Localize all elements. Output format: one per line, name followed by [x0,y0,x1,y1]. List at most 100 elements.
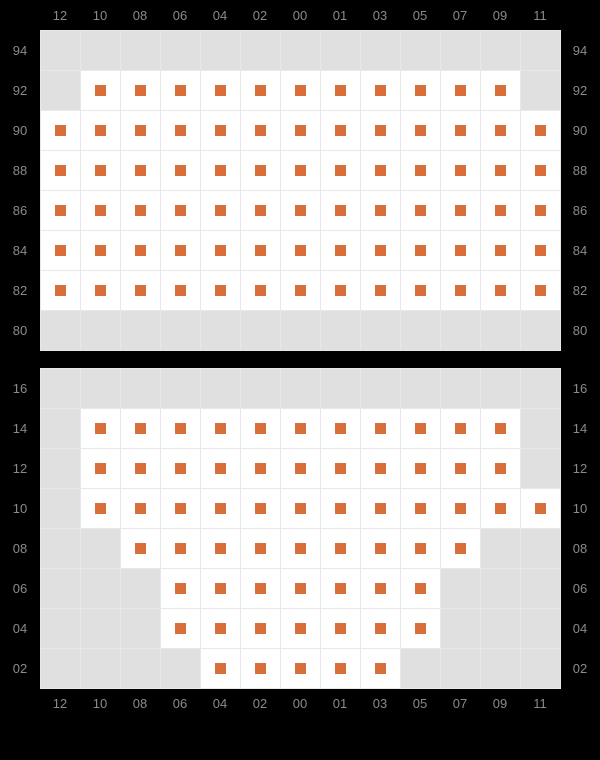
seat-cell[interactable] [240,608,281,649]
seat-cell[interactable] [520,110,561,151]
seat-cell[interactable] [240,648,281,689]
seat-cell[interactable] [400,190,441,231]
seat-cell[interactable] [400,608,441,649]
seat-cell[interactable] [440,230,481,271]
seat-cell[interactable] [400,568,441,609]
seat-cell[interactable] [120,448,161,489]
seat-cell[interactable] [360,528,401,569]
seat-cell[interactable] [280,270,321,311]
seat-cell[interactable] [200,150,241,191]
seat-cell[interactable] [160,70,201,111]
seat-cell[interactable] [120,230,161,271]
seat-cell[interactable] [320,408,361,449]
seat-cell[interactable] [240,448,281,489]
seat-cell[interactable] [200,608,241,649]
seat-cell[interactable] [120,270,161,311]
seat-cell[interactable] [440,110,481,151]
seat-cell[interactable] [40,230,81,271]
seat-cell[interactable] [240,528,281,569]
seat-cell[interactable] [400,230,441,271]
seat-cell[interactable] [40,270,81,311]
seat-cell[interactable] [280,608,321,649]
seat-cell[interactable] [400,528,441,569]
seat-cell[interactable] [280,568,321,609]
seat-cell[interactable] [80,190,121,231]
seat-cell[interactable] [240,408,281,449]
seat-cell[interactable] [80,270,121,311]
seat-cell[interactable] [360,270,401,311]
seat-cell[interactable] [320,648,361,689]
seat-cell[interactable] [200,528,241,569]
seat-cell[interactable] [80,230,121,271]
seat-cell[interactable] [400,150,441,191]
seat-cell[interactable] [200,488,241,529]
seat-cell[interactable] [160,488,201,529]
seat-cell[interactable] [200,568,241,609]
seat-cell[interactable] [120,408,161,449]
seat-cell[interactable] [480,230,521,271]
seat-cell[interactable] [480,488,521,529]
seat-cell[interactable] [400,408,441,449]
seat-cell[interactable] [480,110,521,151]
seat-cell[interactable] [480,190,521,231]
seat-cell[interactable] [280,408,321,449]
seat-cell[interactable] [360,648,401,689]
seat-cell[interactable] [480,70,521,111]
seat-cell[interactable] [520,190,561,231]
seat-cell[interactable] [440,528,481,569]
seat-cell[interactable] [160,110,201,151]
seat-cell[interactable] [480,150,521,191]
seat-cell[interactable] [80,448,121,489]
seat-cell[interactable] [160,190,201,231]
seat-cell[interactable] [240,110,281,151]
seat-cell[interactable] [80,110,121,151]
seat-cell[interactable] [240,70,281,111]
seat-cell[interactable] [80,150,121,191]
seat-cell[interactable] [160,408,201,449]
seat-cell[interactable] [360,110,401,151]
seat-cell[interactable] [200,110,241,151]
seat-cell[interactable] [160,270,201,311]
seat-cell[interactable] [440,448,481,489]
seat-cell[interactable] [240,150,281,191]
seat-cell[interactable] [480,270,521,311]
seat-cell[interactable] [80,70,121,111]
seat-cell[interactable] [160,230,201,271]
seat-cell[interactable] [360,608,401,649]
seat-cell[interactable] [520,488,561,529]
seat-cell[interactable] [320,110,361,151]
seat-cell[interactable] [280,70,321,111]
seat-cell[interactable] [200,270,241,311]
seat-cell[interactable] [200,70,241,111]
seat-cell[interactable] [160,150,201,191]
seat-cell[interactable] [440,270,481,311]
seat-cell[interactable] [280,528,321,569]
seat-cell[interactable] [320,528,361,569]
seat-cell[interactable] [520,270,561,311]
seat-cell[interactable] [120,150,161,191]
seat-cell[interactable] [200,190,241,231]
seat-cell[interactable] [320,70,361,111]
seat-cell[interactable] [360,230,401,271]
seat-cell[interactable] [360,568,401,609]
seat-cell[interactable] [320,448,361,489]
seat-cell[interactable] [200,648,241,689]
seat-cell[interactable] [280,190,321,231]
seat-cell[interactable] [440,190,481,231]
seat-cell[interactable] [480,408,521,449]
seat-cell[interactable] [40,110,81,151]
seat-cell[interactable] [240,230,281,271]
seat-cell[interactable] [160,528,201,569]
seat-cell[interactable] [440,70,481,111]
seat-cell[interactable] [480,448,521,489]
seat-cell[interactable] [160,448,201,489]
seat-cell[interactable] [320,190,361,231]
seat-cell[interactable] [280,230,321,271]
seat-cell[interactable] [360,150,401,191]
seat-cell[interactable] [80,408,121,449]
seat-cell[interactable] [240,488,281,529]
seat-cell[interactable] [320,488,361,529]
seat-cell[interactable] [360,190,401,231]
seat-cell[interactable] [520,230,561,271]
seat-cell[interactable] [200,408,241,449]
